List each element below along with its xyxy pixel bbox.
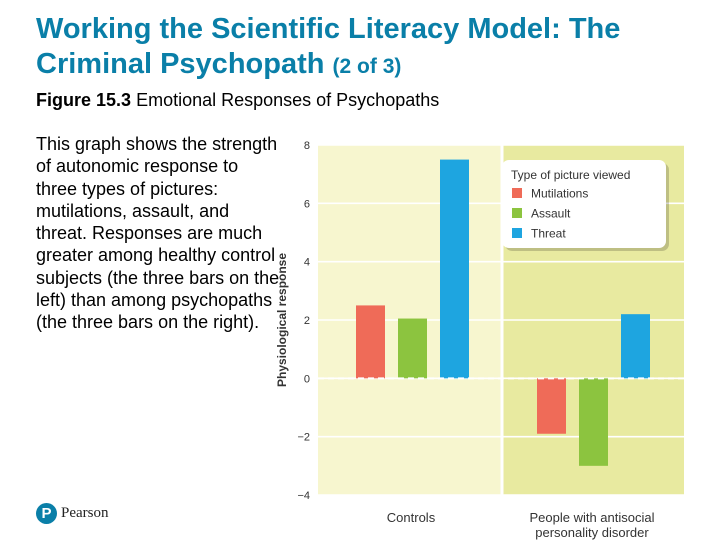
legend-swatch-assault — [512, 208, 522, 218]
bar-mutilations-controls — [356, 305, 385, 379]
legend-label-threat: Threat — [531, 227, 566, 241]
y-axis-label: Physiological response — [275, 253, 289, 387]
pearson-mark-icon: P — [36, 503, 57, 524]
category-label: personality disorder — [535, 525, 649, 540]
figure-label: Figure 15.3 — [36, 90, 132, 110]
pearson-wordmark: Pearson — [61, 505, 109, 521]
figure-caption: Figure 15.3 Emotional Responses of Psych… — [36, 90, 439, 111]
legend-title: Type of picture viewed — [511, 168, 630, 182]
legend-label-assault: Assault — [531, 207, 571, 221]
slide-title: Working the Scientific Literacy Model: T… — [36, 12, 706, 84]
pearson-logo: P Pearson — [36, 503, 109, 524]
y-tick-label: 2 — [304, 315, 310, 327]
category-label: People with antisocial — [529, 510, 654, 525]
y-tick-label: 4 — [304, 257, 310, 269]
body-text: This graph shows the strength of autonom… — [36, 134, 280, 333]
y-tick-label: −2 — [297, 432, 310, 444]
slide-title-suffix: (2 of 3) — [332, 55, 402, 78]
figure-caption-text: Emotional Responses of Psychopaths — [136, 90, 440, 110]
legend-swatch-mutilations — [512, 188, 522, 198]
bar-assault-controls — [398, 318, 427, 379]
bar-assault-antisocial — [579, 378, 608, 466]
bar-threat-controls — [440, 159, 469, 379]
legend-label-mutilations: Mutilations — [531, 187, 588, 201]
legend-swatch-threat — [512, 228, 522, 238]
y-tick-label: 0 — [304, 373, 310, 385]
y-tick-label: 6 — [304, 198, 310, 210]
legend-box — [502, 160, 666, 248]
bar-mutilations-antisocial — [537, 378, 566, 434]
bar-threat-antisocial — [621, 314, 650, 379]
y-tick-label: 8 — [304, 140, 310, 152]
y-tick-label: −4 — [297, 490, 310, 502]
category-label: Controls — [387, 510, 436, 525]
slide-title-main: Working the Scientific Literacy Model: T… — [36, 13, 621, 80]
